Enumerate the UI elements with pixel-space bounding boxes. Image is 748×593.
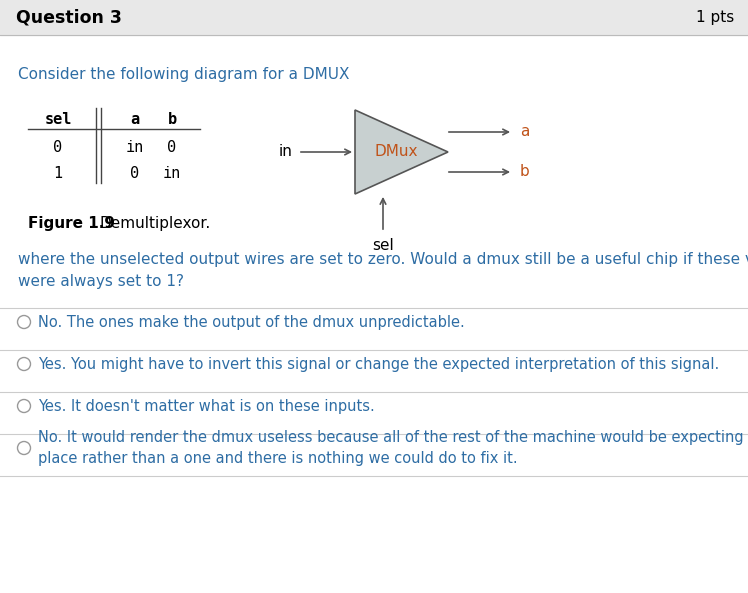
Text: 1: 1 bbox=[53, 166, 63, 181]
Text: No. The ones make the output of the dmux unpredictable.: No. The ones make the output of the dmux… bbox=[38, 314, 465, 330]
Text: 0: 0 bbox=[53, 140, 63, 155]
Text: Figure 1.9: Figure 1.9 bbox=[28, 216, 115, 231]
Text: DMux: DMux bbox=[375, 145, 418, 160]
Text: in: in bbox=[126, 140, 144, 155]
Text: Question 3: Question 3 bbox=[16, 8, 122, 27]
Text: Demultiplexor.: Demultiplexor. bbox=[100, 216, 211, 231]
Text: 0: 0 bbox=[130, 166, 140, 181]
Circle shape bbox=[17, 442, 31, 454]
Circle shape bbox=[17, 315, 31, 329]
Text: in: in bbox=[163, 166, 181, 181]
Text: Yes. It doesn't matter what is on these inputs.: Yes. It doesn't matter what is on these … bbox=[38, 398, 375, 413]
Text: No. It would render the dmux useless because all of the rest of the machine woul: No. It would render the dmux useless bec… bbox=[38, 430, 748, 466]
Text: a: a bbox=[520, 125, 530, 139]
Text: Consider the following diagram for a DMUX: Consider the following diagram for a DMU… bbox=[18, 67, 349, 82]
Text: where the unselected output wires are set to zero. Would a dmux still be a usefu: where the unselected output wires are se… bbox=[18, 252, 748, 267]
Text: sel: sel bbox=[44, 112, 72, 127]
Text: a: a bbox=[130, 112, 140, 127]
Bar bbox=[0, 0, 748, 35]
Text: were always set to 1?: were always set to 1? bbox=[18, 274, 184, 289]
Text: 0: 0 bbox=[168, 140, 177, 155]
Text: b: b bbox=[520, 164, 530, 180]
Text: in: in bbox=[279, 145, 293, 160]
Circle shape bbox=[17, 400, 31, 413]
Text: 1 pts: 1 pts bbox=[696, 10, 734, 25]
Text: b: b bbox=[168, 112, 177, 127]
Text: Yes. You might have to invert this signal or change the expected interpretation : Yes. You might have to invert this signa… bbox=[38, 356, 720, 371]
Polygon shape bbox=[355, 110, 448, 194]
Circle shape bbox=[17, 358, 31, 371]
Text: sel: sel bbox=[372, 238, 394, 253]
